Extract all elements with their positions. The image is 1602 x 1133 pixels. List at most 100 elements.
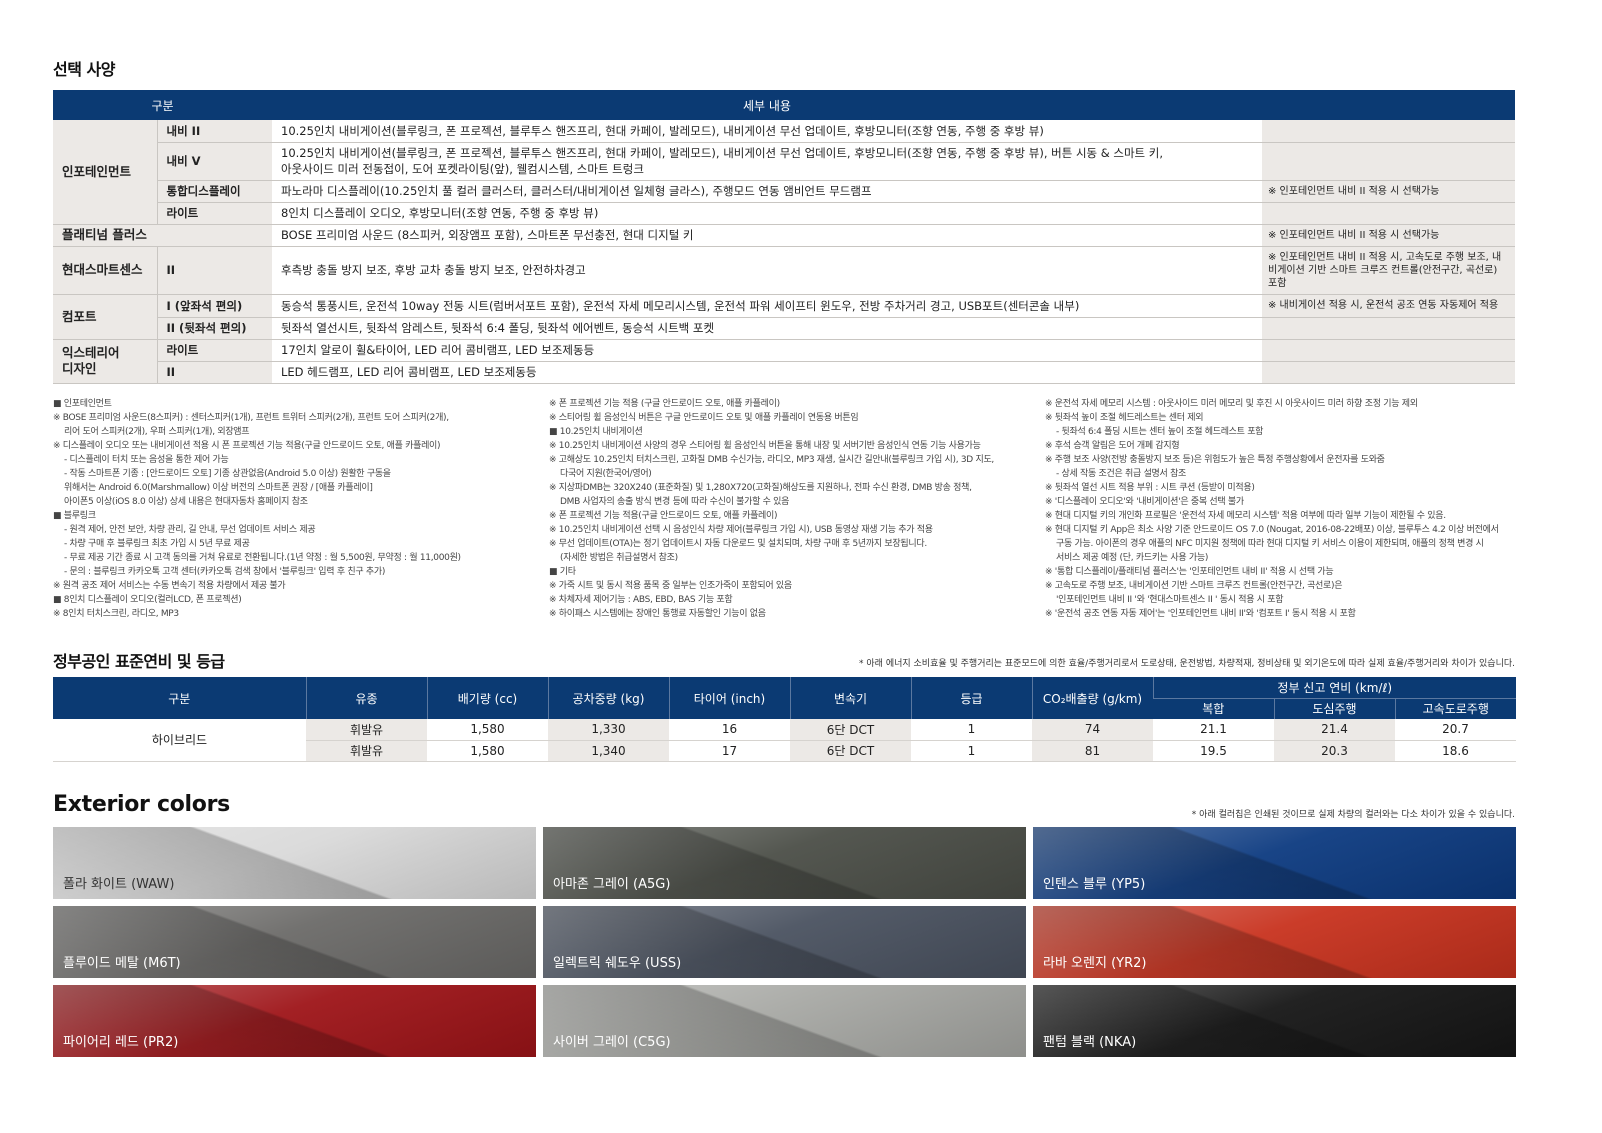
colors-title: Exterior colors: [53, 792, 230, 817]
option-sub: II (뒷좌석 편의): [156, 317, 272, 340]
option-note: ※ 인포테인먼트 내비 II 적용 시, 고속도로 주행 보조, 내비게이션 기…: [1262, 246, 1515, 295]
color-swatch[interactable]: 일렉트릭 쉐도우 (USS): [543, 906, 1026, 978]
footnote: 서비스 제공 예정 (단, 카드키는 사용 가능): [1056, 553, 1209, 563]
option-content-line: 17인치 알로이 휠&타이어, LED 리어 콤비램프, LED 보조제동등: [281, 343, 595, 357]
footnote-column: ※ 운전석 자세 메모리 시스템 : 아웃사이드 미러 메모리 및 후진 시 아…: [1045, 397, 1535, 621]
color-swatch[interactable]: 라바 오렌지 (YR2): [1033, 906, 1516, 978]
swatch-shading: [53, 985, 536, 1057]
option-note: ※ 인포테인먼트 내비 II 적용 시 선택가능: [1262, 224, 1515, 247]
footnote: ※ 차체자세 제어기능 : ABS, EBD, BAS 기능 포함: [549, 595, 733, 605]
fuel-header: 등급: [910, 677, 1032, 719]
footnote: - 작동 스마트폰 기종 : [안드로이드 오토] 기종 상관없음(Androi…: [64, 469, 391, 479]
option-content-line: 동승석 통풍시트, 운전석 10way 전동 시트(럼버서포트 포함), 운전석…: [281, 298, 1080, 313]
header-category: 구분: [53, 90, 272, 120]
option-content-line: BOSE 프리미엄 사운드 (8스피커, 외장앰프 포함), 스마트폰 무선충전…: [281, 228, 694, 242]
color-swatch[interactable]: 아마존 그레이 (A5G): [543, 827, 1026, 899]
option-content: 10.25인치 내비게이션(블루링크, 폰 프로젝션, 블루투스 핸즈프리, 현…: [272, 120, 1262, 143]
footnote: ※ '디스플레이 오디오'와 '내비게이션'은 중복 선택 불가: [1045, 497, 1244, 507]
option-row: 플래티넘 플러스 BOSE 프리미엄 사운드 (8스피커, 외장앰프 포함), 스…: [53, 224, 1515, 247]
option-note: ※ 내비게이션 적용 시, 운전석 공조 연동 자동제어 적용: [1262, 294, 1515, 318]
color-swatch[interactable]: 팬텀 블랙 (NKA): [1033, 985, 1516, 1057]
fuel-cell: 74: [1032, 719, 1153, 741]
footnote: ■ 8인치 디스플레이 오디오(컬러LCD, 폰 프로젝션): [53, 595, 242, 605]
color-name: 사이버 그레이 (C5G): [553, 1035, 671, 1050]
option-content: 10.25인치 내비게이션(블루링크, 폰 프로젝션, 블루투스 핸즈프리, 현…: [272, 142, 1262, 181]
fuel-cell: 81: [1032, 740, 1153, 762]
swatch-shading: [1033, 906, 1516, 978]
fuel-model: 하이브리드: [53, 719, 306, 762]
fuel-header: 변속기: [789, 677, 911, 719]
color-swatch[interactable]: 사이버 그레이 (C5G): [543, 985, 1026, 1057]
footnote-column: ■ 인포테인먼트 ※ BOSE 프리미엄 사운드(8스피커) : 센터스피커(1개…: [53, 397, 543, 621]
option-sub: I (앞좌석 편의): [156, 294, 272, 318]
fuel-cell: 16: [669, 719, 790, 741]
footnote: ※ 폰 프로젝션 기능 적용(구글 안드로이드 오토, 애플 카플레이): [549, 511, 778, 521]
option-row: 인포테인먼트 내비 II 10.25인치 내비게이션(블루링크, 폰 프로젝션, 블…: [53, 120, 1515, 225]
fuel-cell: 19.5: [1153, 740, 1274, 762]
footnote: - 뒷좌석 6:4 폴딩 시트는 센터 높이 조절 헤드레스트 포함: [1056, 427, 1264, 437]
footnote: - 무료 제공 기간 종료 시 고객 동의를 거쳐 유료로 전환됩니다.(1년 …: [64, 553, 461, 563]
fuel-cell: 휘발유: [306, 740, 427, 762]
option-group: 현대스마트센스: [53, 246, 157, 295]
swatch-shading: [53, 827, 536, 899]
color-swatch[interactable]: 폴라 화이트 (WAW): [53, 827, 536, 899]
footnote: ※ 운전석 자세 메모리 시스템 : 아웃사이드 미러 메모리 및 후진 시 아…: [1045, 399, 1418, 409]
option-group: 플래티넘 플러스: [53, 224, 272, 247]
footnote: ※ '운전석 공조 연동 자동 제어'는 '인포테인먼트 내비 II'와 '컴포…: [1045, 609, 1356, 619]
option-sub: 내비 II: [156, 120, 272, 143]
color-swatch[interactable]: 파이어리 레드 (PR2): [53, 985, 536, 1057]
option-content-line: 아웃사이드 미러 전동접이, 도어 포켓라이팅(앞), 웰컴시스템, 스마트 트…: [281, 162, 644, 176]
footnote: - 원격 제어, 안전 보안, 차량 관리, 길 안내, 무선 업데이트 서비스…: [64, 525, 316, 535]
options-title: 선택 사양: [53, 60, 115, 79]
fuel-cell: 1,580: [427, 719, 548, 741]
option-sub: 라이트: [156, 202, 272, 225]
fuel-cell: 6단 DCT: [790, 740, 911, 762]
footnote: ※ 현대 디지털 키의 개인화 프로필은 '운전석 자세 메모리 시스템' 적용…: [1045, 511, 1446, 521]
swatch-shading: [1033, 985, 1516, 1057]
option-note: [1262, 120, 1515, 143]
fuel-cell: 6단 DCT: [790, 719, 911, 741]
footnote: ※ 가죽 시트 및 동시 적용 품목 중 일부는 인조가죽이 포함되어 있음: [549, 581, 792, 591]
footnote: ※ 고해상도 10.25인치 터치스크린, 고화질 DMB 수신가능, 라디오,…: [549, 455, 994, 465]
option-note: [1262, 142, 1515, 181]
footnote: ※ 주행 보조 사양(전방 충돌방지 보조 등)은 위험도가 높은 특정 주행상…: [1045, 455, 1385, 465]
fuel-subheader: 복합: [1153, 698, 1274, 719]
fuel-header: 유종: [305, 677, 427, 719]
footnote: ※ 스티어링 휠 음성인식 버튼은 구글 안드로이드 오토 및 애플 카플레이 …: [549, 413, 859, 423]
footnote: ※ 8인치 터치스크린, 라디오, MP3: [53, 609, 179, 619]
footnote: ■ 블루링크: [53, 511, 96, 521]
option-content: BOSE 프리미엄 사운드 (8스피커, 외장앰프 포함), 스마트폰 무선충전…: [272, 224, 1262, 247]
fuel-cell: 휘발유: [306, 719, 427, 741]
option-content-line: 8인치 디스플레이 오디오, 후방모니터(조향 연동, 주행 중 후방 뷰): [281, 206, 599, 220]
fuel-cell: 21.1: [1153, 719, 1274, 741]
option-content: 파노라마 디스플레이(10.25인치 풀 컬러 클러스터, 클러스터/내비게이션…: [272, 180, 1262, 203]
fuel-header: 배기량 (cc): [426, 677, 548, 719]
color-swatch[interactable]: 플루이드 메탈 (M6T): [53, 906, 536, 978]
option-group: 컴포트: [53, 294, 157, 340]
fuel-cell: 17: [669, 740, 790, 762]
option-content: 뒷좌석 열선시트, 뒷좌석 암레스트, 뒷좌석 6:4 폴딩, 뒷좌석 에어벤트…: [272, 317, 1262, 340]
option-content-line: 후측방 충돌 방지 보조, 후방 교차 충돌 방지 보조, 안전하차경고: [281, 263, 586, 277]
footnote: ※ 후석 승객 알림은 도어 개폐 감지형: [1045, 441, 1180, 451]
option-group: 인포테인먼트: [53, 120, 157, 225]
option-content: 후측방 충돌 방지 보조, 후방 교차 충돌 방지 보조, 안전하차경고: [272, 246, 1262, 295]
fuel-cell: 18.6: [1395, 740, 1517, 762]
option-row: 현대스마트센스 II 후측방 충돌 방지 보조, 후방 교차 충돌 방지 보조, 안…: [53, 246, 1515, 295]
footnote: DMB 사업자의 송출 방식 변경 등에 따라 수신이 불가할 수 있음: [560, 497, 790, 507]
fuel-table: 구분 유종 배기량 (cc) 공차중량 (kg) 타이어 (inch) 변속기 …: [53, 677, 1517, 762]
footnote: - 상세 작동 조건은 취급 설명서 참조: [1056, 469, 1187, 479]
fuel-row: 하이브리드 휘발유 1,580 1,330 16 6단 DCT 1 74 21.1 21.4 20.…: [53, 719, 1517, 762]
footnote: ※ 뒷좌석 열선 시트 적용 부위 : 시트 쿠션 (등받이 미적용): [1045, 483, 1255, 493]
fuel-cell: 1,340: [548, 740, 669, 762]
option-note: [1262, 361, 1515, 384]
fuel-cell: 1,330: [548, 719, 669, 741]
option-sub: II: [156, 246, 272, 295]
footnote: 구동 가능. 아이폰의 경우 애플의 NFC 미지원 정책에 따라 현대 디지털…: [1056, 539, 1484, 549]
color-swatch[interactable]: 인텐스 블루 (YP5): [1033, 827, 1516, 899]
option-content-line: 파노라마 디스플레이(10.25인치 풀 컬러 클러스터, 클러스터/내비게이션…: [281, 184, 872, 198]
footnote: - 문의 : 블루링크 카카오톡 고객 센터(카카오톡 검색 창에서 '블루링크…: [64, 567, 386, 577]
option-content-line: 뒷좌석 열선시트, 뒷좌석 암레스트, 뒷좌석 6:4 폴딩, 뒷좌석 에어벤트…: [281, 321, 715, 335]
fuel-cell: 21.4: [1274, 719, 1395, 741]
footnote: ■ 기타: [549, 567, 576, 577]
footnote: ※ 무선 업데이트(OTA)는 정기 업데이트시 자동 다운로드 및 설치되며,…: [549, 539, 927, 549]
